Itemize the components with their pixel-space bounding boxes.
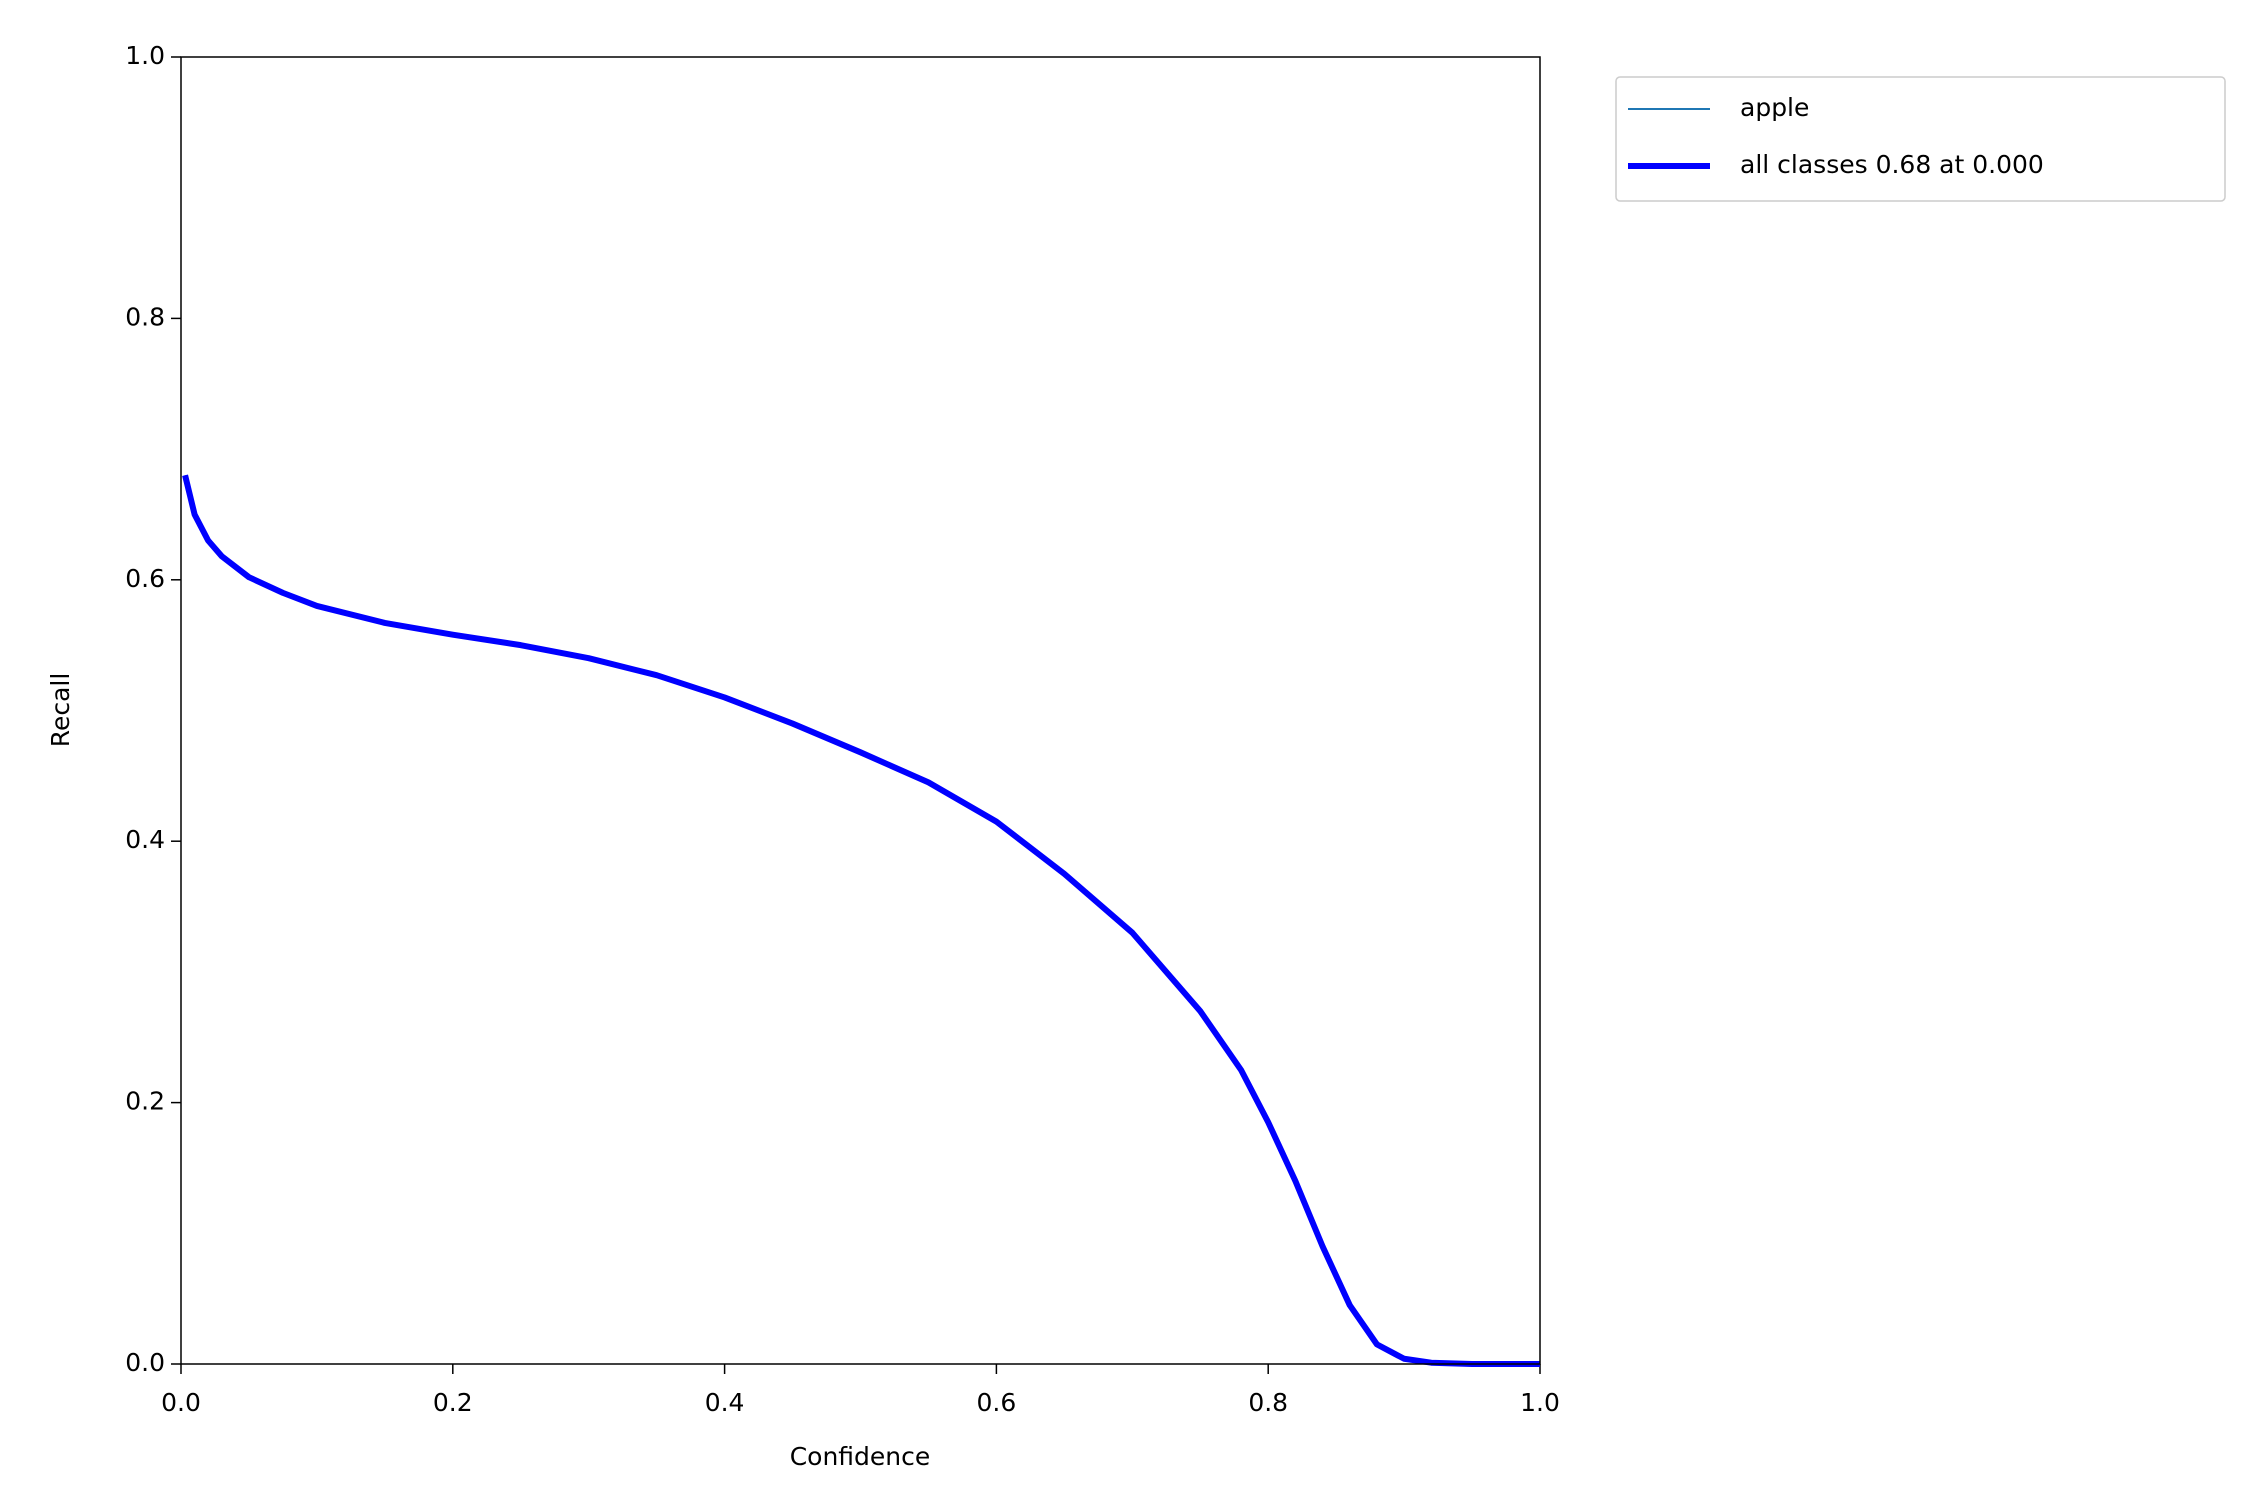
x-axis-label: Confidence [790, 1442, 931, 1471]
y-tick-label: 0.4 [125, 825, 165, 854]
y-axis-label: Recall [46, 673, 75, 748]
y-tick-label: 1.0 [125, 41, 165, 70]
y-tick-label: 0.0 [125, 1348, 165, 1377]
x-tick-label: 0.4 [705, 1388, 745, 1417]
y-tick-label: 0.6 [125, 564, 165, 593]
legend-label: all classes 0.68 at 0.000 [1740, 150, 2044, 179]
line [182, 474, 1540, 1367]
x-tick-label: 0.8 [1248, 1388, 1288, 1417]
y-tick-label: 0.8 [125, 302, 165, 331]
y-tick-label: 0.2 [125, 1087, 165, 1116]
x-tick-label: 0.2 [433, 1388, 473, 1417]
legend-label: apple [1740, 93, 1809, 122]
x-tick-label: 0.6 [977, 1388, 1017, 1417]
plot-frame [180, 56, 1541, 1365]
legend-box [1615, 76, 2226, 202]
x-tick-label: 0.0 [161, 1388, 201, 1417]
x-tick-label: 1.0 [1520, 1388, 1560, 1417]
